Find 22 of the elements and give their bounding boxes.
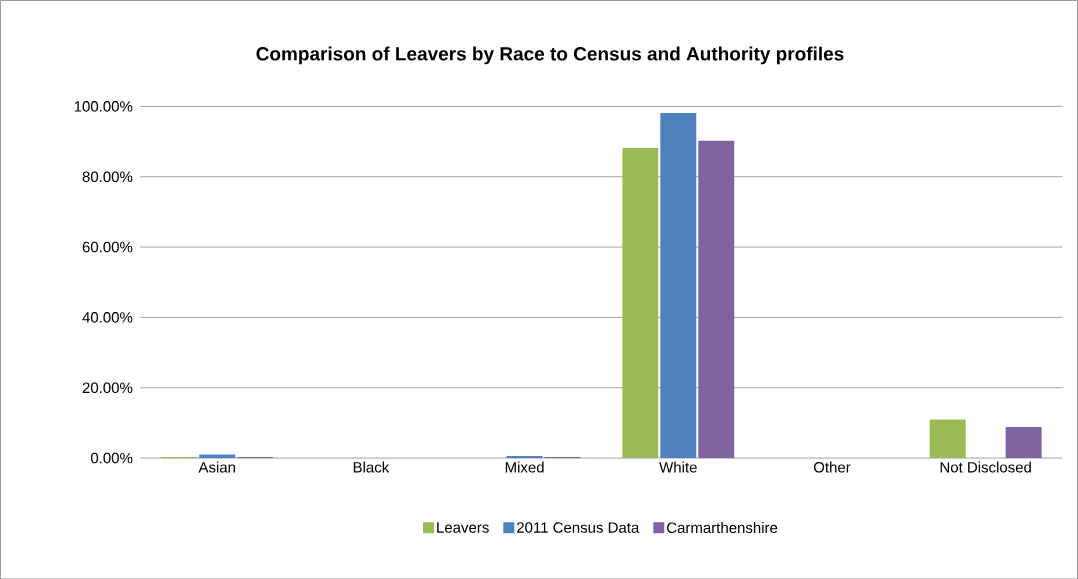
bar (698, 140, 735, 458)
x-tick-label: Mixed (505, 461, 544, 473)
y-tick-label: 80.00% (82, 171, 133, 182)
y-tick-label: 100.00% (74, 100, 133, 112)
x-tick-label: Asian (198, 461, 235, 473)
bar (660, 112, 697, 458)
x-tick-label: Black (353, 461, 390, 473)
y-tick-label: 40.00% (82, 311, 133, 323)
legend-label: Leavers (437, 522, 489, 533)
x-tick-label: Other (813, 461, 851, 473)
y-tick-label: 0.00% (90, 452, 133, 464)
bar (929, 419, 966, 458)
chart-title: Comparison of Leavers by Race to Census and Authority profiles (256, 46, 844, 65)
bar (506, 455, 543, 458)
legend-label: Carmarthenshire (667, 521, 778, 533)
x-tick-label: White (659, 461, 697, 473)
x-tick-label: Not Disclosed (940, 461, 1031, 473)
legend-label: 2011 Census Data (517, 522, 640, 533)
y-tick-label: 60.00% (82, 241, 133, 253)
bar (622, 147, 659, 458)
bar (1005, 426, 1042, 458)
y-tick-label: 20.00% (82, 382, 133, 393)
